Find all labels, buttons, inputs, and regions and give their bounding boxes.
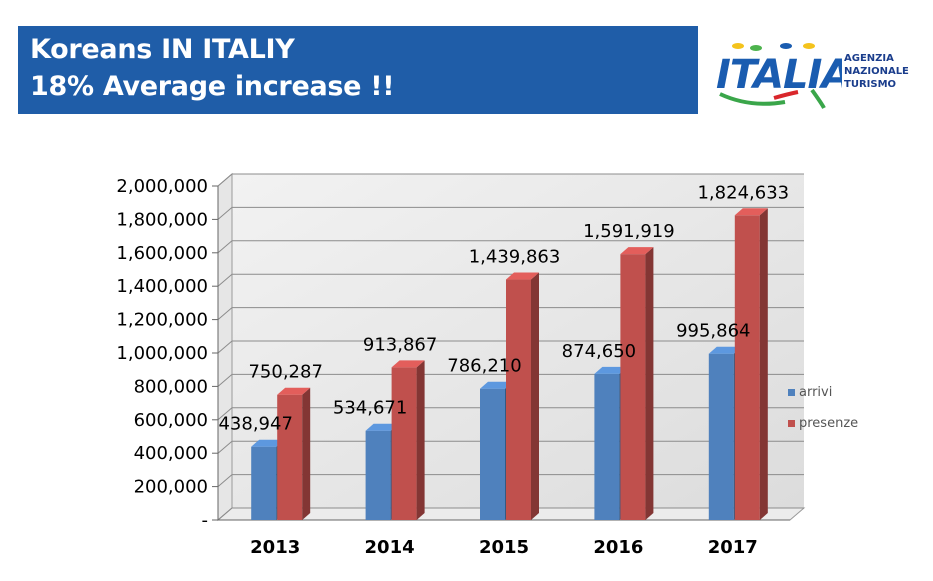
bar-arrivi [365,430,391,520]
y-tick-label: 600,000 [134,410,208,431]
italia-logo: ITALIA AGENZIA NAZIONALE TURISMO [712,36,922,112]
italia-wordmark: ITALIA [716,52,842,98]
legend-label-presenze: presenze [799,416,858,431]
bar-arrivi [480,388,505,520]
y-axis-ticks: - 200,000 400,000 600,000 800,000 1,000,000 1,… [116,176,208,531]
x-tick-label: 2015 [479,537,529,558]
gridline [217,240,804,254]
bar-top-presenze [620,247,654,255]
data-label-arrivi: 786,210 [447,356,521,377]
bar-arrivi [708,353,734,520]
agency-line: TURISMO [844,79,897,90]
x-axis-labels: 2013 2014 2015 2016 2017 [250,537,758,558]
bar-top-presenze [391,360,425,368]
title-banner: Koreans IN ITALIY 18% Average increase !… [18,26,698,114]
legend: arrivi presenze [788,385,858,431]
data-label-arrivi: 874,650 [562,341,636,362]
bar-top-presenze [277,387,311,395]
bar-top-arrivi [708,346,742,354]
bar-presenze [391,367,417,520]
legend-swatch-presenze [788,420,795,427]
agency-name: AGENZIA NAZIONALE TURISMO [844,52,909,91]
legend-label-arrivi: arrivi [799,385,832,400]
y-tick-label: 800,000 [134,376,208,397]
data-label-presenze: 1,439,863 [469,247,561,268]
bar-presenze [620,254,646,520]
legend-swatch-arrivi [788,389,795,396]
data-label-arrivi: 995,864 [676,321,750,342]
title-line-2: 18% Average increase !! [30,71,395,102]
bar-presenze [734,215,760,520]
x-tick-label: 2014 [365,537,415,558]
bar-top-presenze [506,272,539,280]
italia-wordmark-icon: ITALIA [716,43,852,109]
bar-top-arrivi [251,439,285,447]
data-labels: 438,947 750,287 534,671 913,867 786,210 1,439… [218,182,789,434]
title-line-1: Koreans IN ITALIY [30,34,295,65]
bar-arrivi [251,446,277,520]
gridline [217,307,804,320]
bar-top-arrivi [594,366,628,374]
bar-side-presenze [531,272,539,520]
bar-top-arrivi [365,423,399,431]
gridline [217,273,804,287]
agency-line: AGENZIA [844,53,894,64]
x-tick-label: 2017 [708,537,758,558]
x-tick-label: 2013 [250,537,300,558]
y-tick-label: - [202,510,209,531]
gridline [217,173,804,187]
data-label-presenze: 1,824,633 [697,182,789,203]
bar-top-presenze [734,208,768,216]
bar-side-presenze [759,208,768,520]
y-tick-label: 2,000,000 [116,176,208,197]
data-label-arrivi: 438,947 [218,414,292,435]
data-label-arrivi: 534,671 [333,398,407,419]
agency-line: NAZIONALE [844,66,909,77]
y-tick-label: 400,000 [134,443,208,464]
y-tick-label: 1,000,000 [116,343,208,364]
data-label-presenze: 1,591,919 [583,221,675,242]
y-tick-label: 1,200,000 [116,310,208,331]
gridline [217,340,804,354]
data-label-presenze: 750,287 [248,362,322,383]
y-tick-label: 1,600,000 [116,243,208,264]
bar-presenze [506,279,531,520]
bars [251,208,768,520]
gridline [217,206,804,220]
bar-side-presenze [416,360,425,520]
bar-presenze [277,394,303,520]
y-tick-label: 1,400,000 [116,276,208,297]
bar-arrivi [594,373,620,520]
bar-side-presenze [645,247,654,520]
data-label-presenze: 913,867 [363,334,437,355]
x-tick-label: 2016 [593,537,643,558]
y-tick-label: 200,000 [134,477,208,498]
y-tick-label: 1,800,000 [116,209,208,230]
bar-top-arrivi [480,381,513,389]
bar-side-presenze [302,387,311,520]
